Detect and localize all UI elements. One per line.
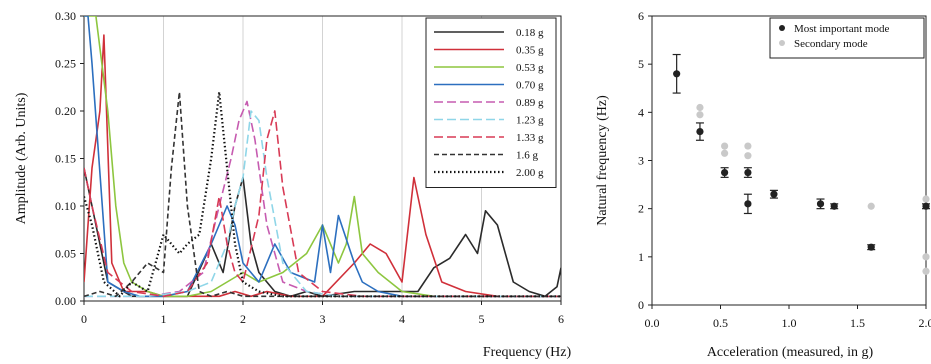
legend-label: 0.35 g (516, 45, 544, 57)
legend-label: 2.00 g (516, 167, 544, 179)
x-tick-label: 6 (558, 312, 564, 326)
legend-label: 1.33 g (516, 132, 544, 144)
primary-mode-point (696, 128, 704, 136)
primary-mode-point (744, 200, 752, 208)
secondary-mode-point (744, 142, 752, 150)
series-line-3 (84, 16, 561, 298)
secondary-mode-point (721, 149, 729, 157)
secondary-mode-point (922, 267, 930, 275)
x-tick-label: 1.5 (850, 316, 865, 330)
y-tick-label: 6 (638, 9, 644, 23)
y-tick-label: 5 (638, 57, 644, 71)
y-tick-label: 4 (638, 105, 644, 119)
primary-mode-point (816, 200, 825, 208)
amplitude-spectrum-chart: 0 1 2 3 4 5 6 0.00 0.05 0.10 0.15 0.20 0.25 0.30 Frequ… (14, 9, 571, 360)
y-axis-title: Natural frequency (Hz) (595, 95, 610, 226)
y-tick-label: 2 (638, 202, 644, 216)
legend-label: 1.23 g (516, 115, 544, 127)
primary-mode-point (744, 168, 752, 177)
y-tick-label: 0.00 (55, 294, 76, 308)
y-tick-label: 0.30 (55, 9, 76, 23)
y-tick-label: 3 (638, 154, 644, 168)
x-tick-label: 0 (81, 312, 87, 326)
x-tick-label: 3 (320, 312, 326, 326)
x-tick-label: 0.0 (645, 316, 660, 330)
primary-mode-point (922, 202, 930, 210)
y-tick-label: 0.25 (55, 57, 76, 71)
series-group (84, 16, 561, 298)
secondary-mode-point (867, 202, 875, 210)
primary-mode-point (721, 168, 729, 177)
legend-label: Secondary mode (794, 38, 868, 50)
x-tick-label: 5 (479, 312, 485, 326)
secondary-mode-point (721, 142, 729, 150)
x-tick-label: 4 (399, 312, 405, 326)
legend-label: 0.89 g (516, 97, 544, 109)
y-tick-label: 0.10 (55, 199, 76, 213)
primary-mode-point (867, 243, 875, 251)
secondary-mode-point (744, 152, 752, 160)
y-tick-label: 0.05 (55, 247, 76, 261)
series-line-1 (84, 34, 561, 298)
legend-label: 0.70 g (516, 80, 544, 92)
primary-mode-point (673, 70, 681, 78)
legend-marker (779, 25, 785, 31)
y-tick-label: 0 (638, 298, 644, 312)
primary-mode-point (830, 202, 838, 210)
x-tick-label: 1 (161, 312, 167, 326)
y-tick-label: 1 (638, 250, 644, 264)
series-line-7 (84, 91, 561, 298)
secondary-mode-point (922, 195, 930, 203)
x-tick-label: 1.0 (782, 316, 797, 330)
y-tick-label: 0.15 (55, 152, 76, 166)
series-line-8 (84, 90, 561, 298)
y-tick-label: 0.20 (55, 104, 76, 118)
legend-box (769, 17, 925, 59)
legend-label: Most important mode (794, 23, 889, 35)
x-axis-title: Acceleration (measured, in g) (707, 345, 874, 360)
legend-label: 0.53 g (516, 62, 544, 74)
secondary-mode-point (696, 103, 704, 112)
plot-frame (651, 15, 927, 306)
secondary-mode-point (696, 111, 704, 119)
x-tick-label: 0.5 (713, 316, 728, 330)
legend-marker (779, 40, 785, 46)
legend-label: 1.6 g (516, 150, 539, 162)
series-line-6 (84, 110, 561, 298)
x-axis-title: Frequency (Hz) (483, 345, 572, 360)
legend-label: 0.18 g (516, 27, 544, 39)
natural-frequency-chart: 0.0 0.5 1.0 1.5 2.0 0 1 2 3 4 5 6 Acceleration (meas… (595, 9, 931, 360)
series-line-2 (84, 16, 561, 298)
secondary-mode-point (922, 253, 930, 261)
x-tick-label: 2.0 (919, 316, 931, 330)
y-axis-title: Amplitude (Arb. Units) (14, 92, 29, 224)
primary-mode-point (770, 190, 778, 198)
x-tick-label: 2 (240, 312, 246, 326)
